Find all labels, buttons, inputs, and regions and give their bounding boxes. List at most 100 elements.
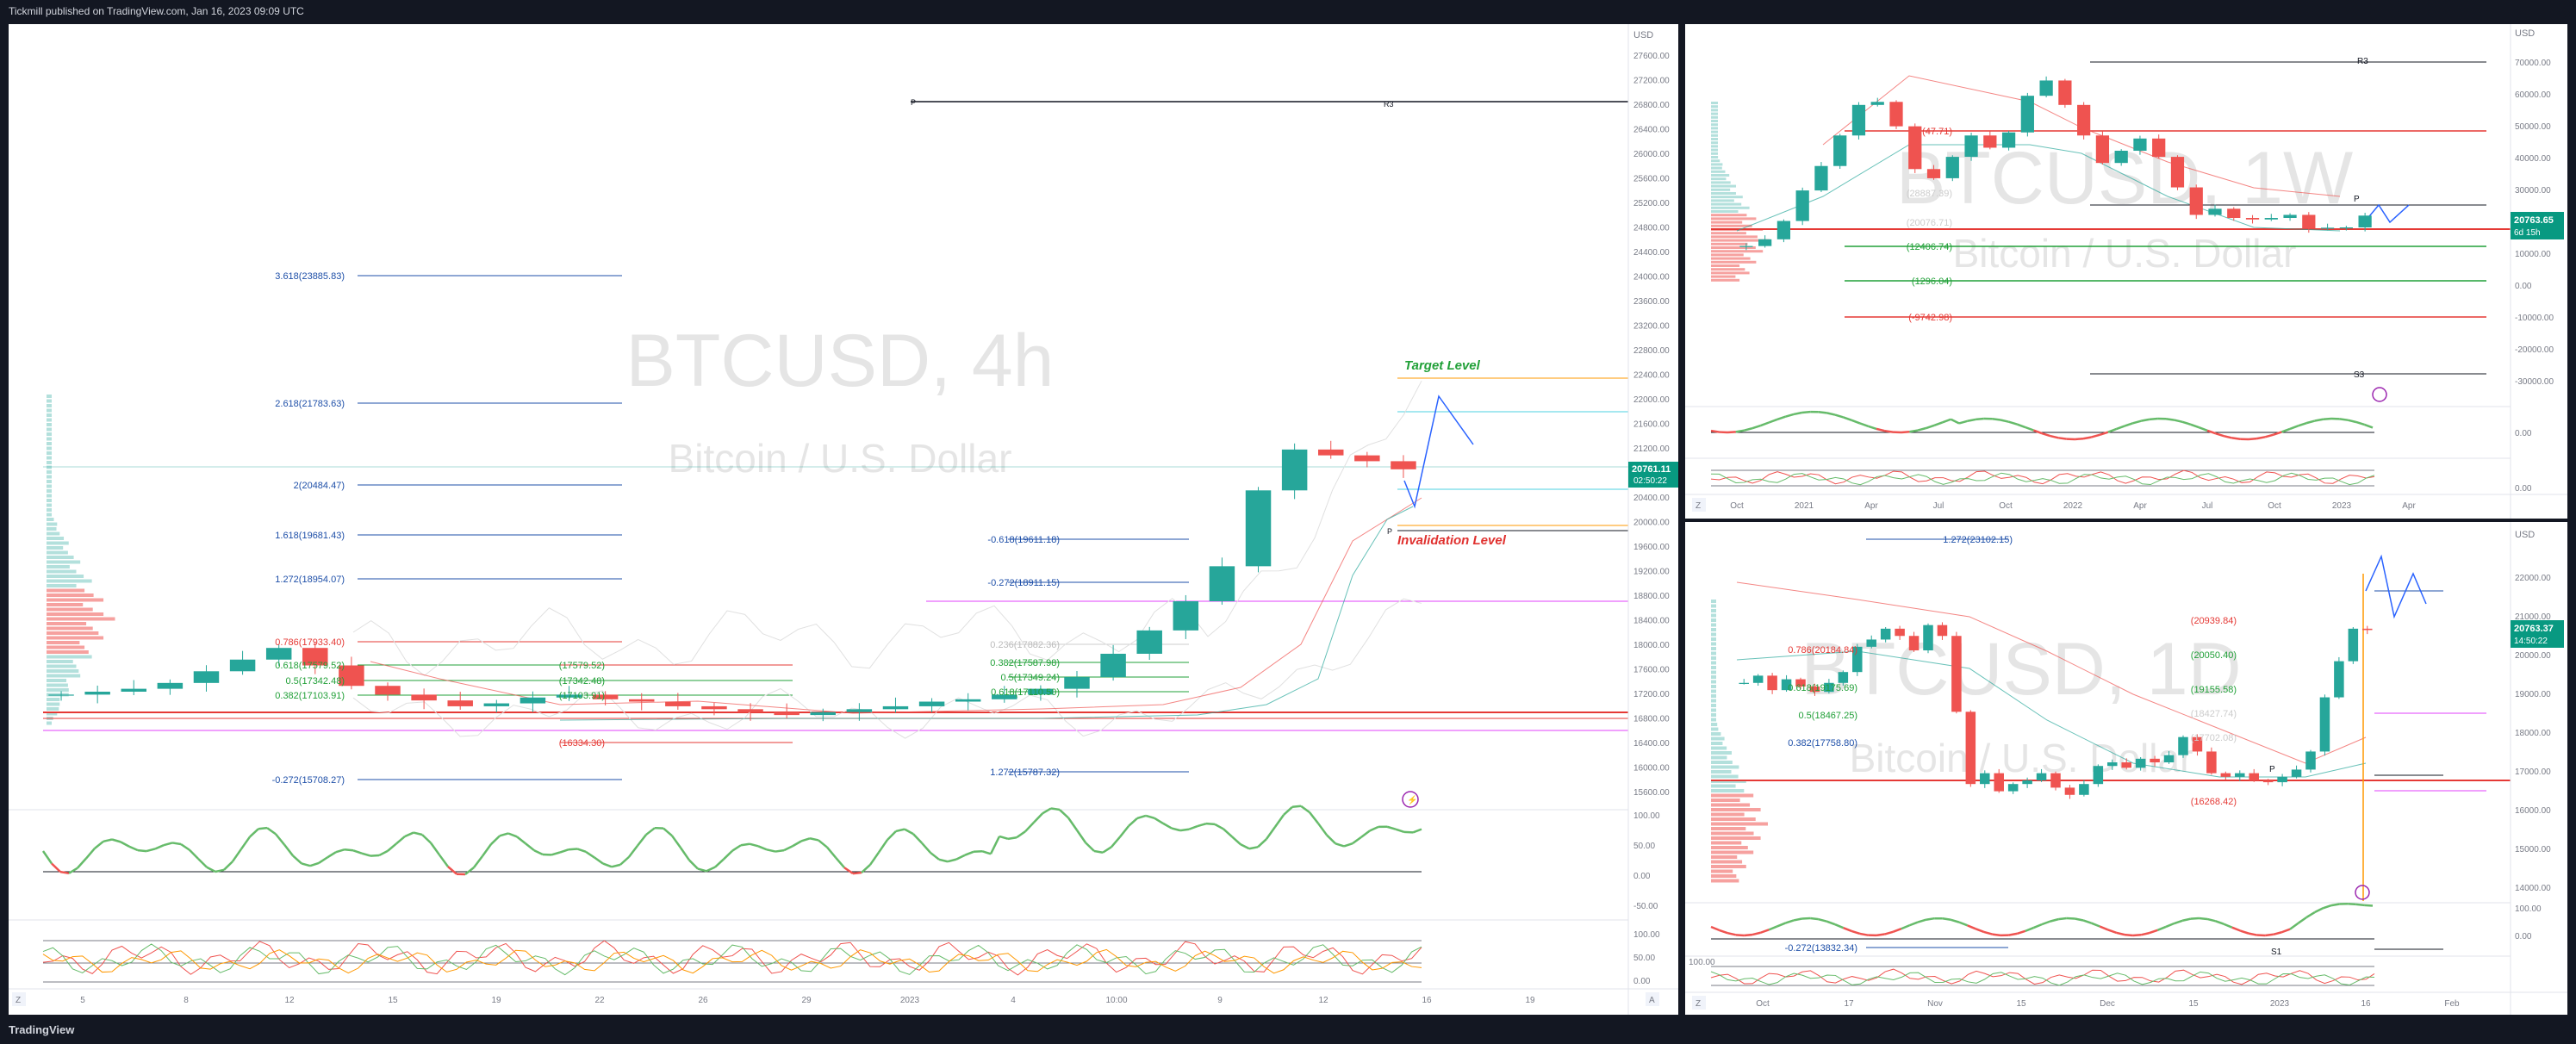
chart-canvas-1d[interactable]: BTCUSD, 1D Bitcoin / U.S. Dollar USD 220… bbox=[1685, 522, 2567, 1015]
rsi-segment bbox=[1007, 836, 1017, 841]
volume-profile-bar bbox=[47, 712, 58, 716]
rsi-segment bbox=[2206, 917, 2216, 923]
rsi-segment bbox=[2016, 929, 2026, 935]
candle bbox=[2348, 628, 2359, 662]
price-tick-label: 24000.00 bbox=[1633, 273, 1670, 283]
rsi-segment bbox=[2273, 431, 2282, 436]
volume-profile-bar bbox=[47, 531, 60, 536]
osc-tick-label: 0.00 bbox=[2515, 484, 2532, 494]
volume-profile-bar bbox=[1711, 803, 1751, 807]
candle bbox=[1983, 135, 1997, 148]
rsi-segment bbox=[120, 841, 130, 848]
volume-profile-bar bbox=[47, 617, 115, 621]
price-tick-label: 25600.00 bbox=[1633, 175, 1670, 184]
price-tick-label: 22800.00 bbox=[1633, 346, 1670, 356]
price-tick-label: 19000.00 bbox=[2515, 690, 2551, 699]
volume-profile-bar bbox=[1711, 708, 1716, 712]
volume-profile-bar bbox=[1711, 214, 1747, 217]
timezone-button[interactable] bbox=[1692, 996, 1706, 1010]
tradingview-logo[interactable]: TradingView bbox=[9, 1023, 75, 1036]
candle bbox=[2133, 138, 2147, 151]
candle bbox=[1945, 157, 1959, 178]
candle bbox=[1965, 712, 1976, 785]
volume-profile-bar bbox=[1711, 123, 1718, 127]
volume-profile-bar bbox=[47, 513, 52, 517]
rsi-segment bbox=[861, 863, 871, 873]
chart-panel-btcusd-1d[interactable]: BTCUSD, 1D Bitcoin / U.S. Dollar USD 220… bbox=[1685, 522, 2567, 1015]
osc-tick-label: 0.00 bbox=[2515, 932, 2532, 941]
pivot-p-label-2: P bbox=[1387, 527, 1392, 536]
rsi-segment bbox=[2082, 436, 2092, 440]
rsi-segment bbox=[344, 848, 354, 852]
rsi-segment bbox=[481, 843, 493, 857]
lightning-icon[interactable] bbox=[1402, 791, 1419, 808]
rsi-segment bbox=[370, 854, 380, 857]
price-axis[interactable]: 27600.00 27200.00 26800.00 26400.00 26000.00… bbox=[1633, 52, 1670, 986]
time-axis[interactable]: Oct 17 Nov 15 Dec 15 2023 16 Feb bbox=[1756, 999, 2460, 1009]
osc-tick-label: 0.00 bbox=[2515, 429, 2532, 438]
chart-panel-btcusd-4h[interactable]: BTCUSD, 4h Bitcoin / U.S. Dollar USD 276… bbox=[9, 24, 1678, 1015]
lightning-icon[interactable] bbox=[2372, 387, 2387, 402]
candle bbox=[2077, 104, 2091, 136]
rsi-segment bbox=[688, 859, 699, 870]
chart-panel-btcusd-1w[interactable]: BTCUSD, 1W Bitcoin / U.S. Dollar USD 700… bbox=[1685, 24, 2567, 519]
time-axis[interactable]: Oct 2021 Apr Jul Oct 2022 Apr Jul Oct 2023 Apr bbox=[1730, 501, 2416, 511]
rsi-segment bbox=[128, 845, 139, 852]
candle bbox=[2235, 773, 2245, 777]
invalidation-level-label[interactable]: Invalidation Level bbox=[1397, 533, 1507, 548]
volume-profile-bar bbox=[1711, 704, 1716, 707]
chart-canvas-4h[interactable]: BTCUSD, 4h Bitcoin / U.S. Dollar USD 276… bbox=[9, 24, 1678, 1015]
rsi-segment bbox=[938, 858, 949, 863]
rsi-segment bbox=[2215, 920, 2224, 925]
rsi-segment bbox=[559, 848, 569, 854]
rsi-segment bbox=[981, 850, 992, 855]
volume-profile-bar bbox=[1711, 221, 1743, 224]
projection-arrow bbox=[1403, 395, 1474, 509]
volume-profile-bar bbox=[1711, 841, 1742, 845]
volume-profile-bar bbox=[47, 408, 52, 413]
lightning-icon[interactable] bbox=[2355, 885, 2370, 900]
time-tick-label: Oct bbox=[1756, 999, 1770, 1009]
time-axis[interactable]: 5 8 12 15 19 22 26 29 2023 4 10:00 9 12 16 19 bbox=[80, 996, 1535, 1005]
volume-profile-bar bbox=[47, 432, 52, 436]
fib-label: (17103.91) bbox=[559, 691, 605, 701]
rsi-segment bbox=[1843, 416, 1852, 421]
rsi-segment bbox=[1859, 422, 1869, 428]
fib-label: -0.618(19611.18) bbox=[987, 535, 1060, 545]
price-axis[interactable]: 70000.00 60000.00 50000.00 40000.00 30000.00… bbox=[2515, 59, 2554, 494]
price-tick-label: -30000.00 bbox=[2515, 377, 2554, 387]
rsi-segment bbox=[2075, 917, 2084, 922]
volume-profile-bar bbox=[1711, 163, 1723, 166]
volume-profile-bar bbox=[1711, 196, 1743, 199]
candle bbox=[2079, 784, 2089, 795]
rsi-segment bbox=[163, 842, 173, 847]
pivot-label: P bbox=[2354, 195, 2360, 204]
rsi-segment bbox=[68, 867, 78, 874]
candle bbox=[48, 694, 74, 696]
target-level-label[interactable]: Target Level bbox=[1404, 358, 1481, 373]
rsi-segment bbox=[1395, 828, 1405, 834]
timezone-button[interactable] bbox=[12, 992, 26, 1006]
rsi-segment bbox=[1102, 846, 1112, 854]
price-tick-label: 19200.00 bbox=[1633, 568, 1670, 577]
volume-profile-bar bbox=[1711, 199, 1734, 202]
auto-scale-button[interactable] bbox=[1646, 992, 1659, 1006]
rsi-segment bbox=[2181, 420, 2192, 426]
price-tick-label: 60000.00 bbox=[2515, 90, 2551, 100]
volume-profile-bar bbox=[47, 584, 77, 587]
price-tick-label: 21200.00 bbox=[1633, 444, 1670, 454]
chart-canvas-1w[interactable]: BTCUSD, 1W Bitcoin / U.S. Dollar USD 700… bbox=[1685, 24, 2567, 519]
price-tick-label: 15000.00 bbox=[2515, 845, 2551, 854]
pivot-r3-label: R3 bbox=[1384, 100, 1394, 109]
stoch-k bbox=[1710, 968, 2375, 985]
price-tick-label: 19600.00 bbox=[1633, 543, 1670, 552]
price-axis[interactable]: 22000.00 21000.00 20000.00 19000.00 18000.00… bbox=[1689, 574, 2551, 967]
time-tick-label: 12 bbox=[1318, 996, 1328, 1005]
rsi-segment bbox=[335, 848, 345, 854]
rsi-segment bbox=[2000, 419, 2009, 423]
volume-profile-bar bbox=[1711, 184, 1736, 188]
timezone-button[interactable] bbox=[1692, 498, 1706, 512]
rsi-segment bbox=[619, 855, 630, 866]
price-tick-label: 27200.00 bbox=[1633, 77, 1670, 86]
oscillators bbox=[1710, 410, 2375, 487]
